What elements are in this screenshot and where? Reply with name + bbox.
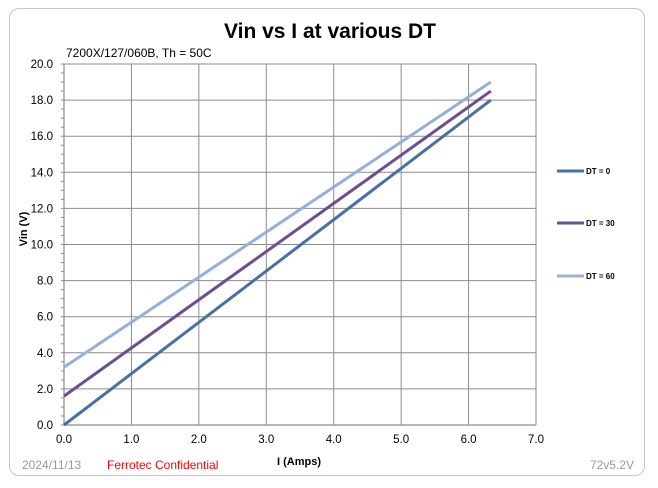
legend-label: DT = 30 <box>586 219 615 228</box>
x-tick-label: 2.0 <box>191 434 207 446</box>
y-tick-label: 18.0 <box>31 95 53 107</box>
tick-labels: 0.0 1.0 2.0 3.0 4.0 5.0 6.0 7.0 0.0 2.0 4.0 6.0 8.0 1… <box>31 59 544 446</box>
x-tick-label: 3.0 <box>258 434 274 446</box>
chart-frame <box>9 8 645 476</box>
chart-title: Vin vs I at various DT <box>224 20 436 43</box>
y-axis-label: Vin (V) <box>18 211 30 246</box>
grid <box>64 63 537 425</box>
x-tick-label: 6.0 <box>461 434 477 446</box>
x-tick-label: 7.0 <box>528 434 544 446</box>
chart-subtitle: 7200X/127/060B, Th = 50C <box>66 46 212 60</box>
y-tick-label: 12.0 <box>31 203 53 215</box>
x-tick-label: 1.0 <box>123 434 139 446</box>
footer-confidential: Ferrotec Confidential <box>107 458 218 472</box>
y-tick-label: 10.0 <box>31 240 53 252</box>
y-tick-label: 8.0 <box>37 276 53 288</box>
y-tick-label: 14.0 <box>31 167 53 179</box>
series-lines <box>63 80 492 427</box>
x-axis-label: I (Amps) <box>277 456 321 468</box>
y-tick-label: 0.0 <box>37 420 53 432</box>
series-line-1 <box>63 98 492 427</box>
axes <box>61 63 536 426</box>
x-tick-label: 4.0 <box>326 434 342 446</box>
legend: DT = 0 DT = 30 DT = 60 <box>557 167 615 281</box>
y-tick-label: 20.0 <box>31 59 53 71</box>
legend-label: DT = 60 <box>586 272 615 281</box>
x-tick-label: 0.0 <box>56 434 72 446</box>
footer-version: 72v5.2V <box>590 458 634 472</box>
y-tick-label: 2.0 <box>37 384 53 396</box>
series-line-2 <box>63 89 492 398</box>
y-tick-label: 4.0 <box>37 348 53 360</box>
x-tick-label: 5.0 <box>393 434 409 446</box>
legend-label: DT = 0 <box>586 167 611 176</box>
y-tick-label: 6.0 <box>37 312 53 324</box>
footer-date: 2024/11/13 <box>22 458 81 472</box>
y-tick-label: 16.0 <box>31 131 53 143</box>
series-line-3 <box>63 80 492 369</box>
